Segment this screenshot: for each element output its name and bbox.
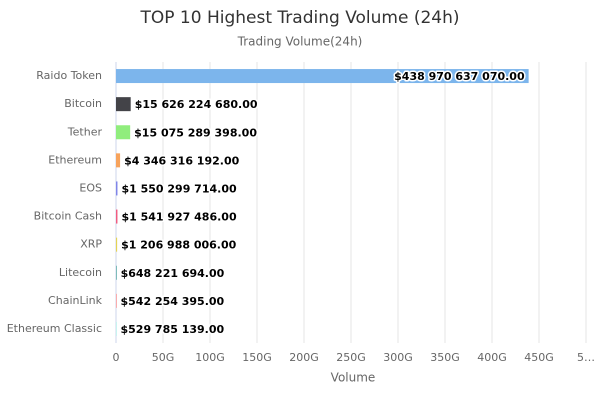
bar <box>116 125 131 140</box>
data-label: $1 550 299 714.00 <box>121 182 237 195</box>
y-tick-label: Litecoin <box>59 266 102 279</box>
data-label: $15 075 289 398.00 <box>134 126 257 139</box>
x-tick-label: 100G <box>195 351 225 364</box>
y-tick-label: Bitcoin Cash <box>34 210 102 223</box>
data-label: $4 346 316 192.00 <box>124 154 240 167</box>
y-tick-label: EOS <box>79 181 102 194</box>
data-label: $15 626 224 680.00 <box>135 98 258 111</box>
data-label: $1 541 927 486.00 <box>121 211 237 224</box>
data-label: $1 206 988 006.00 <box>121 239 237 252</box>
y-tick-label: Ethereum <box>48 153 102 166</box>
x-tick-label: 5… <box>577 351 595 364</box>
x-tick-label: 150G <box>242 351 272 364</box>
bar <box>116 209 118 224</box>
data-label: $529 785 139.00 <box>120 323 224 336</box>
y-tick-label: Raido Token <box>36 69 102 82</box>
bar <box>116 181 118 196</box>
chart-subtitle: Trading Volume(24h) <box>237 35 363 49</box>
x-tick-label: 200G <box>289 351 319 364</box>
y-tick-label: XRP <box>80 238 102 251</box>
bar <box>116 97 131 112</box>
y-tick-label: Bitcoin <box>64 97 102 110</box>
data-label: $542 254 395.00 <box>121 295 225 308</box>
bar <box>116 69 529 84</box>
x-tick-label: 450G <box>524 351 554 364</box>
x-axis-title: Volume <box>331 371 376 385</box>
bar <box>116 265 117 280</box>
x-tick-label: 350G <box>430 351 460 364</box>
y-tick-label: ChainLink <box>48 294 103 307</box>
x-tick-label: 250G <box>336 351 366 364</box>
y-tick-label: Ethereum Classic <box>7 322 102 335</box>
bar <box>116 153 121 168</box>
bar <box>116 293 117 308</box>
chart-title: TOP 10 Highest Trading Volume (24h) <box>140 8 460 28</box>
bar <box>116 321 117 336</box>
x-tick-label: 400G <box>477 351 507 364</box>
x-tick-label: 0 <box>113 351 120 364</box>
x-tick-label: 50G <box>152 351 175 364</box>
x-tick-label: 300G <box>383 351 413 364</box>
data-label: $648 221 694.00 <box>121 267 225 280</box>
bar <box>116 237 118 252</box>
data-label: $438 970 637 070.00 <box>394 70 525 83</box>
y-tick-label: Tether <box>67 125 103 138</box>
